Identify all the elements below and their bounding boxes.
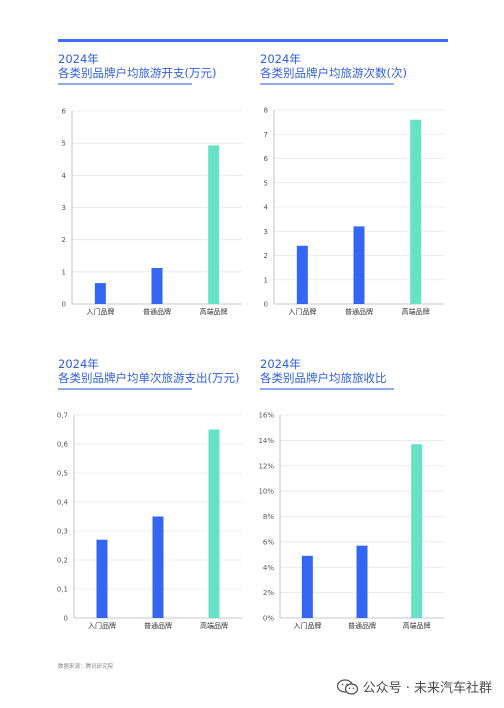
top-accent-bar (58, 39, 448, 42)
y-tick-label: 16% (258, 412, 274, 420)
chart-year: 2024年 (58, 52, 99, 66)
chart-year: 2024年 (58, 357, 99, 371)
title-underline (260, 83, 394, 85)
chart-panel-per-trip: 2024年 各类别品牌户均单次旅游支出(万元) 0 0,1 0,2 0,3 0,4 0,5… (57, 356, 248, 646)
x-tick-label: 高端品牌 (200, 307, 228, 316)
chart-panel-spending: 2024年 各类别品牌户均旅游开支(万元) 0 1 2 3 4 5 6 入门品牌 普通品牌 高端品… (58, 51, 248, 321)
chart-title: 各类别品牌户均单次旅游支出(万元) (58, 371, 240, 385)
y-tick-label: 8% (263, 513, 274, 521)
wechat-icon (336, 678, 358, 695)
bar (96, 539, 108, 618)
x-tick-label: 普通品牌 (348, 621, 376, 630)
y-tick-label: 0,3 (57, 528, 68, 536)
y-tick-label: 6 (62, 108, 67, 116)
y-tick-label: 0 (64, 615, 68, 623)
y-tick-label: 5 (264, 179, 268, 187)
y-tick-label: 0,7 (57, 412, 68, 420)
y-tick-label: 1 (62, 268, 66, 276)
chart-panel-ratio: 2024年 各类别品牌户均旅旅收比 0% 2% 4% 6% 8% 10% 12% 14% 16%… (258, 356, 450, 646)
x-tick-label: 高端品牌 (403, 621, 431, 630)
bar (152, 516, 164, 618)
chart-panel-trips: 2024年 各类别品牌户均旅游次数(次) 0 1 2 3 4 5 6 7 8 入门品牌 普通品牌 高端… (260, 51, 450, 321)
y-tick-label: 5 (62, 140, 66, 148)
bar (353, 226, 365, 304)
x-tick-label: 普通品牌 (143, 307, 171, 316)
y-tick-label: 6 (264, 155, 269, 163)
bar (301, 555, 313, 618)
bar (94, 283, 106, 304)
y-tick-label: 0,1 (57, 586, 68, 594)
bar (208, 429, 220, 618)
x-tick-label: 入门品牌 (86, 307, 114, 316)
x-tick-label: 入门品牌 (293, 621, 321, 630)
bar-chart-trips: 0 1 2 3 4 5 6 7 8 入门品牌 普通品牌 高端品牌 (264, 107, 444, 316)
x-tick-label: 高端品牌 (200, 621, 228, 630)
chart-title: 各类别品牌户均旅旅收比 (260, 371, 387, 385)
y-tick-label: 3 (264, 228, 268, 236)
title-underline (260, 388, 394, 390)
y-tick-label: 6% (263, 538, 274, 546)
title-underline (58, 83, 192, 85)
watermark-text: 公众号 · 未来汽车社群 (362, 681, 492, 696)
bar (296, 245, 308, 304)
y-tick-label: 4% (263, 564, 274, 572)
x-tick-label: 入门品牌 (288, 307, 316, 316)
x-tick-label: 普通品牌 (144, 621, 172, 630)
y-tick-label: 12% (258, 462, 274, 470)
y-tick-label: 3 (62, 204, 66, 212)
bar (356, 545, 368, 618)
y-tick-label: 8 (264, 107, 268, 115)
y-tick-label: 0 (62, 301, 66, 309)
y-tick-label: 2% (263, 589, 274, 597)
bar (208, 145, 220, 304)
y-tick-label: 2 (264, 252, 268, 260)
y-tick-label: 2 (62, 236, 66, 244)
bar-chart-ratio: 0% 2% 4% 6% 8% 10% 12% 14% 16% 入门品牌 普通品牌 高端品牌 (258, 412, 444, 630)
source-note: 数据来源：腾讯研究院 (58, 664, 114, 670)
y-tick-label: 0,2 (57, 557, 68, 565)
x-tick-label: 高端品牌 (402, 307, 430, 316)
y-tick-label: 10% (258, 488, 274, 496)
y-tick-label: 0,4 (57, 499, 69, 507)
y-tick-label: 4 (264, 204, 269, 212)
bar (151, 267, 163, 304)
y-tick-label: 1 (264, 276, 268, 284)
chart-title: 各类别品牌户均旅游次数(次) (260, 66, 407, 80)
chart-year: 2024年 (260, 357, 301, 371)
y-tick-label: 0,6 (57, 441, 69, 449)
bar (410, 119, 422, 304)
y-tick-label: 4 (62, 172, 67, 180)
y-tick-label: 7 (264, 131, 268, 139)
x-tick-label: 入门品牌 (88, 621, 116, 630)
bar-chart-spending: 0 1 2 3 4 5 6 入门品牌 普通品牌 高端品牌 (62, 108, 242, 316)
x-tick-label: 普通品牌 (345, 307, 373, 316)
bar-chart-per-trip: 0 0,1 0,2 0,3 0,4 0,5 0,6 0,7 入门品牌 普通品牌 高端品牌 (57, 412, 242, 630)
y-tick-label: 0% (263, 615, 274, 623)
y-tick-label: 0,5 (57, 470, 68, 478)
chart-title: 各类别品牌户均旅游开支(万元) (58, 66, 217, 80)
y-tick-label: 14% (258, 437, 274, 445)
chart-year: 2024年 (260, 52, 301, 66)
watermark: 公众号 · 未来汽车社群 (336, 677, 492, 696)
title-underline (58, 388, 192, 390)
y-tick-label: 0 (264, 301, 268, 309)
bar (411, 444, 423, 618)
